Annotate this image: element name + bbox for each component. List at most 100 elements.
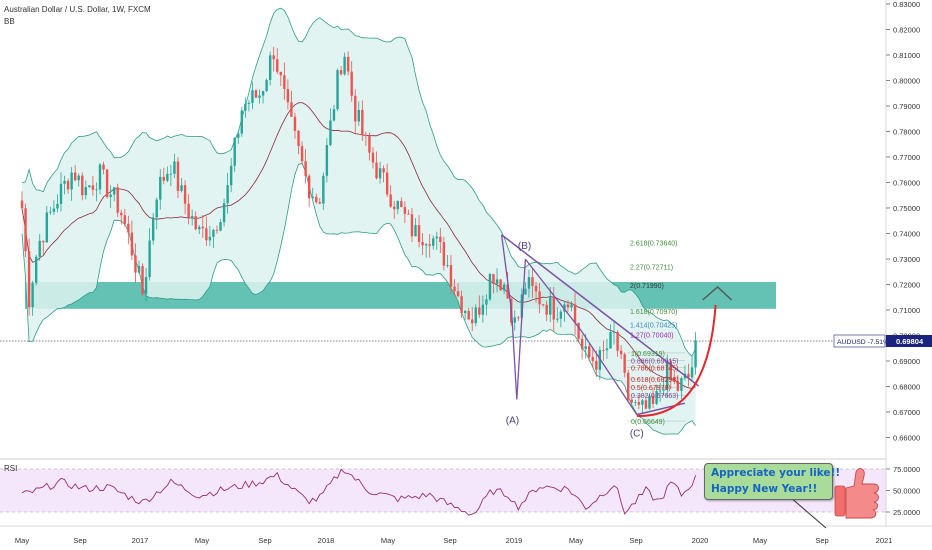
fib-label: 2(0.71990) <box>630 283 664 290</box>
candle-body <box>577 322 580 339</box>
candle-body <box>534 285 538 292</box>
candle-body <box>368 135 371 153</box>
candle-body <box>421 242 424 246</box>
wave-label: (A) <box>506 416 519 427</box>
candle-body <box>304 161 307 176</box>
candle-body <box>637 402 641 405</box>
fib-label: 0.5(0.67978) <box>631 385 671 392</box>
candle-body <box>463 310 467 314</box>
candle-body <box>538 291 541 305</box>
candle-body <box>307 175 311 199</box>
candle-body <box>410 214 414 237</box>
price-tag: 0.69804 <box>896 337 924 346</box>
candle-body <box>219 222 222 231</box>
candle-body <box>290 102 293 117</box>
price-tick-label: 0.69000 <box>893 357 920 366</box>
candle-body <box>42 240 45 243</box>
candle-body <box>49 211 52 213</box>
candle-body <box>173 161 176 174</box>
candle-body <box>187 203 190 218</box>
candle-body <box>45 212 49 243</box>
candle-body <box>669 360 672 378</box>
price-tick-label: 0.73000 <box>893 255 920 264</box>
candle-body <box>385 172 389 195</box>
candle-body <box>283 75 286 89</box>
candle-body <box>59 183 63 204</box>
candle-body <box>531 277 534 286</box>
candle-body <box>198 226 201 230</box>
candle-body <box>34 256 38 283</box>
candle-body <box>694 340 697 368</box>
candle-body <box>549 296 552 315</box>
fib-label: 2.618(0.73640) <box>630 241 677 248</box>
candle-body <box>428 244 431 246</box>
candle-body <box>460 296 463 314</box>
candle-body <box>70 172 73 190</box>
candle-body <box>297 130 300 147</box>
candle-body <box>566 304 570 308</box>
time-tick-label: May <box>15 536 29 545</box>
candle-body <box>159 176 162 200</box>
candle-body <box>595 360 598 370</box>
time-tick-label: May <box>381 536 395 545</box>
candle-body <box>346 56 350 72</box>
fib-label: 0.382(0.67663) <box>631 393 678 400</box>
candle-body <box>520 294 524 318</box>
candle-body <box>120 212 123 216</box>
candle-body <box>361 109 364 136</box>
candle-body <box>116 187 119 213</box>
candle-body <box>545 304 548 315</box>
candle-body <box>339 70 343 75</box>
candle-body <box>552 296 555 320</box>
price-tick-label: 0.75000 <box>893 204 920 213</box>
bollinger-basis <box>21 102 696 389</box>
candle-body <box>655 391 658 404</box>
candle-body <box>31 282 34 308</box>
sticky-note[interactable]: Appreciate your like!! Happy New Year!! <box>704 463 841 500</box>
fib-label: 0(0.66649) <box>631 419 665 426</box>
time-tick-label: 2021 <box>876 536 893 545</box>
candle-body <box>134 255 137 273</box>
candle-body <box>180 185 183 191</box>
candle-body <box>634 402 637 403</box>
wave-label: (C) <box>630 428 644 439</box>
note-line-1: Appreciate your like!! <box>711 467 841 479</box>
candle-body <box>137 266 141 273</box>
candle-body <box>265 79 268 91</box>
time-tick-label: 2017 <box>132 536 149 545</box>
thumbs-up-icon <box>845 468 879 519</box>
candle-body <box>619 350 623 355</box>
candle-body <box>524 288 527 295</box>
fib-label: 1(0.69319) <box>631 351 665 358</box>
candle-body <box>258 95 261 98</box>
candle-body <box>467 310 470 320</box>
candle-body <box>527 277 531 289</box>
price-tick-label: 0.72000 <box>893 281 920 290</box>
candle-body <box>190 216 194 218</box>
price-tick-label: 0.80000 <box>893 77 920 86</box>
candle-body <box>194 216 197 230</box>
bollinger-upper <box>21 7 696 357</box>
time-tick-label: Sep <box>815 536 828 545</box>
candle-body <box>676 381 680 391</box>
candle-body <box>502 284 506 291</box>
candle-body <box>77 175 80 181</box>
candle-body <box>88 185 91 188</box>
candle-body <box>680 378 683 391</box>
candle-body <box>201 226 205 229</box>
candle-body <box>63 180 66 184</box>
candle-body <box>616 331 619 351</box>
candle-body <box>148 240 151 278</box>
candle-body <box>580 338 584 349</box>
candle-body <box>91 185 95 190</box>
candle-body <box>588 346 591 358</box>
time-tick-label: May <box>195 536 209 545</box>
candle-body <box>651 396 655 404</box>
candle-body <box>495 279 499 284</box>
candle-body <box>563 304 566 312</box>
candle-body <box>229 165 233 186</box>
candle-body <box>662 389 665 391</box>
candle-body <box>584 346 587 349</box>
candle-body <box>66 180 70 190</box>
symbol-tag: AUDUSD -7.51% <box>837 339 889 346</box>
